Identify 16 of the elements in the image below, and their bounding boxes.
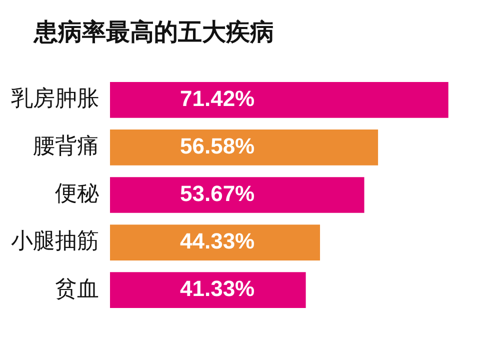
bar [110, 82, 448, 118]
bar [110, 130, 378, 166]
bar [110, 177, 364, 213]
y-tick-label: 乳房肿胀 [11, 86, 99, 112]
data-label: 71.42% [180, 86, 255, 112]
bar [110, 272, 306, 308]
y-tick-label: 小腿抽筋 [11, 229, 99, 254]
data-label: 53.67% [180, 181, 255, 206]
data-label: 44.33% [180, 228, 255, 254]
data-label: 41.33% [180, 276, 255, 302]
bar [110, 224, 320, 260]
chart-title: 患病率最高的五大疾病 [32, 17, 275, 48]
y-tick-label: 便秘 [55, 182, 99, 207]
data-label: 56.58% [180, 134, 255, 159]
y-tick-label: 贫血 [55, 276, 99, 302]
y-tick-label: 腰背痛 [33, 134, 99, 160]
